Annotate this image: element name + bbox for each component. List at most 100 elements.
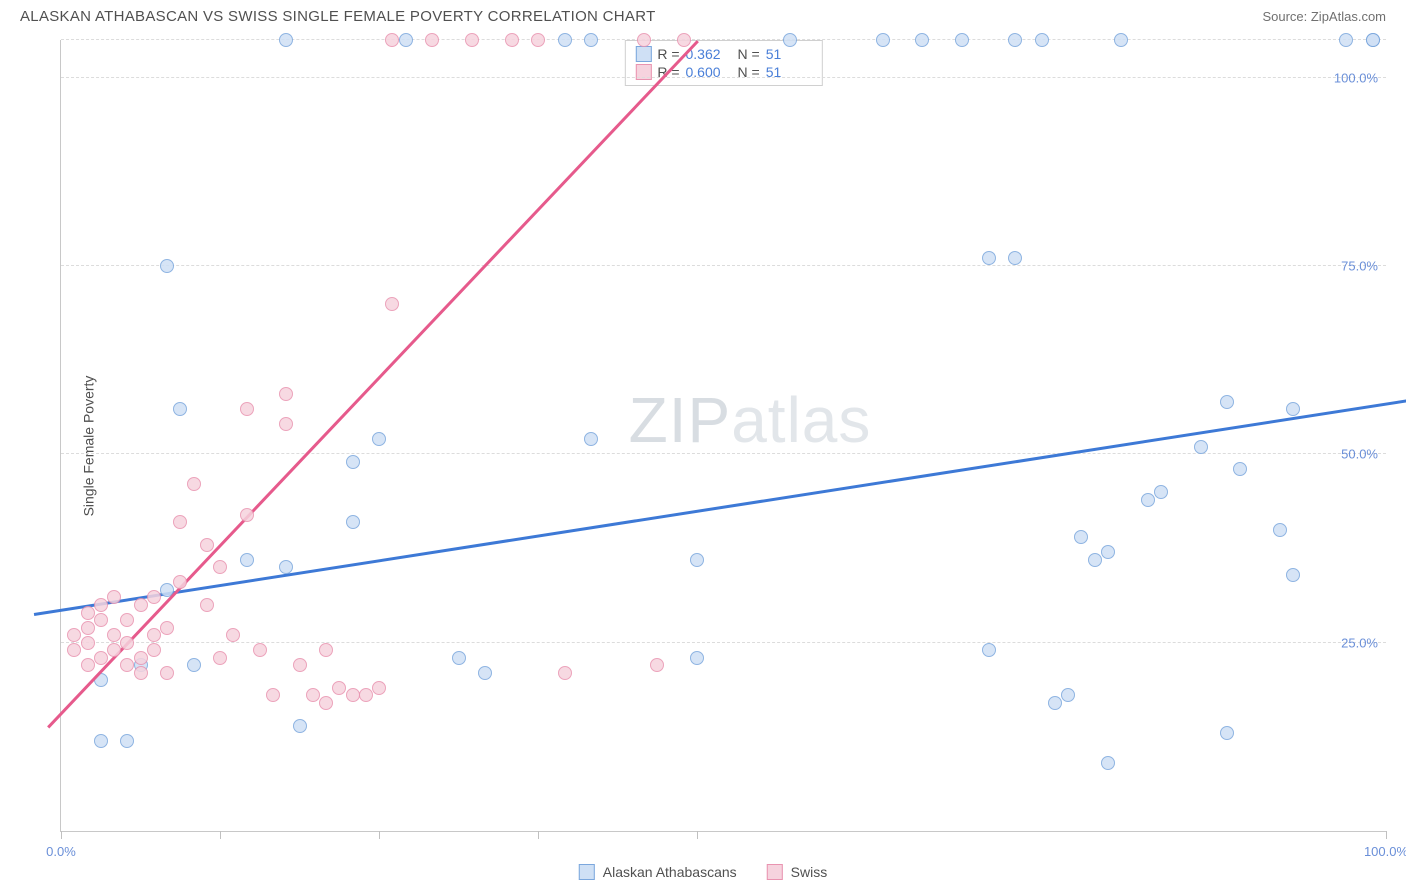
data-point — [279, 387, 293, 401]
data-point — [1220, 395, 1234, 409]
data-point — [915, 33, 929, 47]
data-point — [385, 297, 399, 311]
data-point — [425, 33, 439, 47]
data-point — [160, 666, 174, 680]
data-point — [134, 651, 148, 665]
data-point — [1088, 553, 1102, 567]
data-point — [1233, 462, 1247, 476]
stats-row: R =0.362N =51 — [635, 45, 811, 63]
data-point — [1008, 33, 1022, 47]
data-point — [332, 681, 346, 695]
data-point — [1366, 33, 1380, 47]
data-point — [293, 658, 307, 672]
legend-label: Swiss — [791, 864, 828, 880]
series-swatch — [635, 46, 651, 62]
data-point — [690, 651, 704, 665]
legend-swatch — [767, 864, 783, 880]
n-value: 51 — [766, 46, 812, 62]
data-point — [1141, 493, 1155, 507]
data-point — [558, 666, 572, 680]
data-point — [1220, 726, 1234, 740]
data-point — [1035, 33, 1049, 47]
watermark: ZIPatlas — [629, 383, 872, 457]
data-point — [240, 553, 254, 567]
data-point — [147, 643, 161, 657]
x-tick-label: 0.0% — [46, 844, 76, 859]
data-point — [1061, 688, 1075, 702]
y-tick-label: 25.0% — [1341, 635, 1378, 650]
data-point — [1154, 485, 1168, 499]
data-point — [359, 688, 373, 702]
data-point — [372, 432, 386, 446]
data-point — [955, 33, 969, 47]
n-label: N = — [738, 46, 760, 62]
r-label: R = — [657, 46, 679, 62]
gridline — [61, 77, 1386, 78]
data-point — [1101, 756, 1115, 770]
data-point — [1048, 696, 1062, 710]
data-point — [584, 432, 598, 446]
data-point — [584, 33, 598, 47]
data-point — [558, 33, 572, 47]
data-point — [637, 33, 651, 47]
gridline — [61, 39, 1386, 40]
data-point — [67, 628, 81, 642]
data-point — [452, 651, 466, 665]
x-tick — [697, 831, 698, 839]
trend-line — [34, 395, 1406, 616]
chart-title: ALASKAN ATHABASCAN VS SWISS SINGLE FEMAL… — [20, 8, 656, 25]
data-point — [346, 515, 360, 529]
data-point — [650, 658, 664, 672]
data-point — [107, 643, 121, 657]
data-point — [531, 33, 545, 47]
data-point — [677, 33, 691, 47]
data-point — [213, 651, 227, 665]
watermark-part1: ZIP — [629, 384, 732, 456]
data-point — [94, 613, 108, 627]
data-point — [147, 628, 161, 642]
data-point — [67, 643, 81, 657]
data-point — [293, 719, 307, 733]
data-point — [465, 33, 479, 47]
stats-legend: R =0.362N =51R =0.600N =51 — [624, 40, 822, 86]
data-point — [279, 33, 293, 47]
data-point — [346, 455, 360, 469]
plot-region: ZIPatlas R =0.362N =51R =0.600N =51 25.0… — [60, 40, 1386, 832]
data-point — [81, 658, 95, 672]
data-point — [783, 33, 797, 47]
data-point — [319, 643, 333, 657]
data-point — [81, 636, 95, 650]
x-tick — [538, 831, 539, 839]
data-point — [94, 651, 108, 665]
data-point — [279, 417, 293, 431]
gridline — [61, 453, 1386, 454]
data-point — [690, 553, 704, 567]
data-point — [160, 259, 174, 273]
y-tick-label: 75.0% — [1341, 259, 1378, 274]
data-point — [982, 251, 996, 265]
data-point — [1194, 440, 1208, 454]
data-point — [1008, 251, 1022, 265]
data-point — [94, 598, 108, 612]
data-point — [160, 621, 174, 635]
data-point — [319, 696, 333, 710]
data-point — [1101, 545, 1115, 559]
chart-header: ALASKAN ATHABASCAN VS SWISS SINGLE FEMAL… — [0, 0, 1406, 29]
data-point — [200, 598, 214, 612]
data-point — [173, 515, 187, 529]
data-point — [253, 643, 267, 657]
data-point — [173, 402, 187, 416]
data-point — [279, 560, 293, 574]
data-point — [240, 402, 254, 416]
x-tick — [220, 831, 221, 839]
data-point — [226, 628, 240, 642]
chart-source: Source: ZipAtlas.com — [1262, 9, 1386, 24]
data-point — [213, 560, 227, 574]
data-point — [399, 33, 413, 47]
data-point — [1074, 530, 1088, 544]
data-point — [385, 33, 399, 47]
trend-line — [47, 40, 699, 728]
x-tick — [379, 831, 380, 839]
data-point — [346, 688, 360, 702]
data-point — [1286, 568, 1300, 582]
